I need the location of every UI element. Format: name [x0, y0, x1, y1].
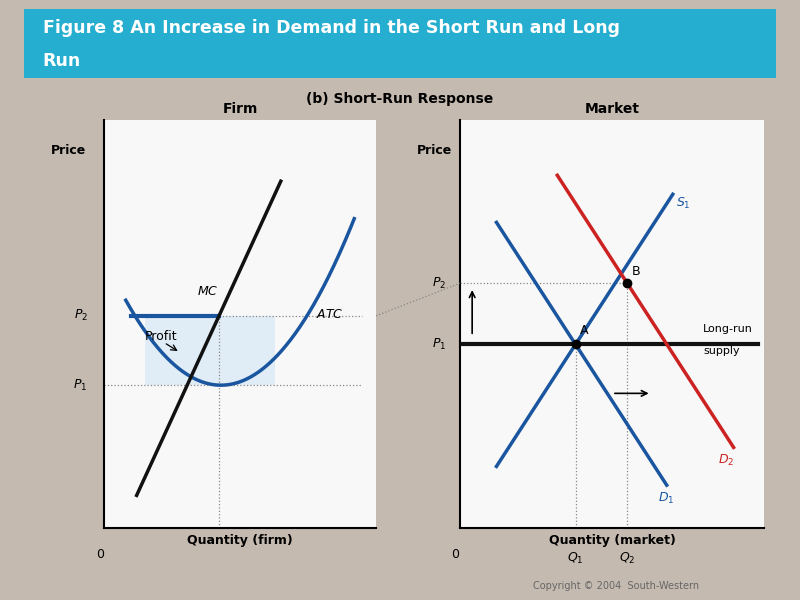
Text: Run: Run	[43, 52, 81, 70]
Text: Long-run: Long-run	[703, 324, 753, 334]
Text: A: A	[580, 324, 589, 337]
Title: Firm: Firm	[222, 102, 258, 116]
Text: $P_2$: $P_2$	[432, 275, 446, 291]
Text: supply: supply	[703, 346, 740, 356]
Text: Price: Price	[50, 144, 86, 157]
Text: Profit: Profit	[145, 331, 178, 343]
Text: $P_1$: $P_1$	[74, 377, 88, 393]
Text: (b) Short-Run Response: (b) Short-Run Response	[306, 92, 494, 106]
Text: 0: 0	[96, 548, 104, 562]
Bar	[145, 316, 275, 385]
Text: Price: Price	[417, 144, 452, 157]
Text: $S_1$: $S_1$	[676, 196, 690, 211]
Text: 0: 0	[451, 548, 459, 562]
Text: $D_1$: $D_1$	[658, 490, 674, 506]
Text: $ATC$: $ATC$	[316, 308, 344, 321]
Text: $P_2$: $P_2$	[74, 308, 88, 323]
X-axis label: Quantity (market): Quantity (market)	[549, 533, 675, 547]
Text: Copyright © 2004  South-Western: Copyright © 2004 South-Western	[533, 581, 699, 591]
Text: B: B	[632, 265, 640, 278]
Text: $P_1$: $P_1$	[432, 337, 446, 352]
Text: Figure 8 An Increase in Demand in the Short Run and Long: Figure 8 An Increase in Demand in the Sh…	[43, 19, 620, 37]
Text: $Q_2$: $Q_2$	[619, 550, 635, 566]
Text: $D_2$: $D_2$	[718, 453, 734, 468]
Title: Market: Market	[585, 102, 639, 116]
X-axis label: Quantity (firm): Quantity (firm)	[187, 533, 293, 547]
FancyBboxPatch shape	[0, 6, 800, 81]
Text: $MC$: $MC$	[198, 286, 218, 298]
Text: $Q_1$: $Q_1$	[567, 550, 584, 566]
